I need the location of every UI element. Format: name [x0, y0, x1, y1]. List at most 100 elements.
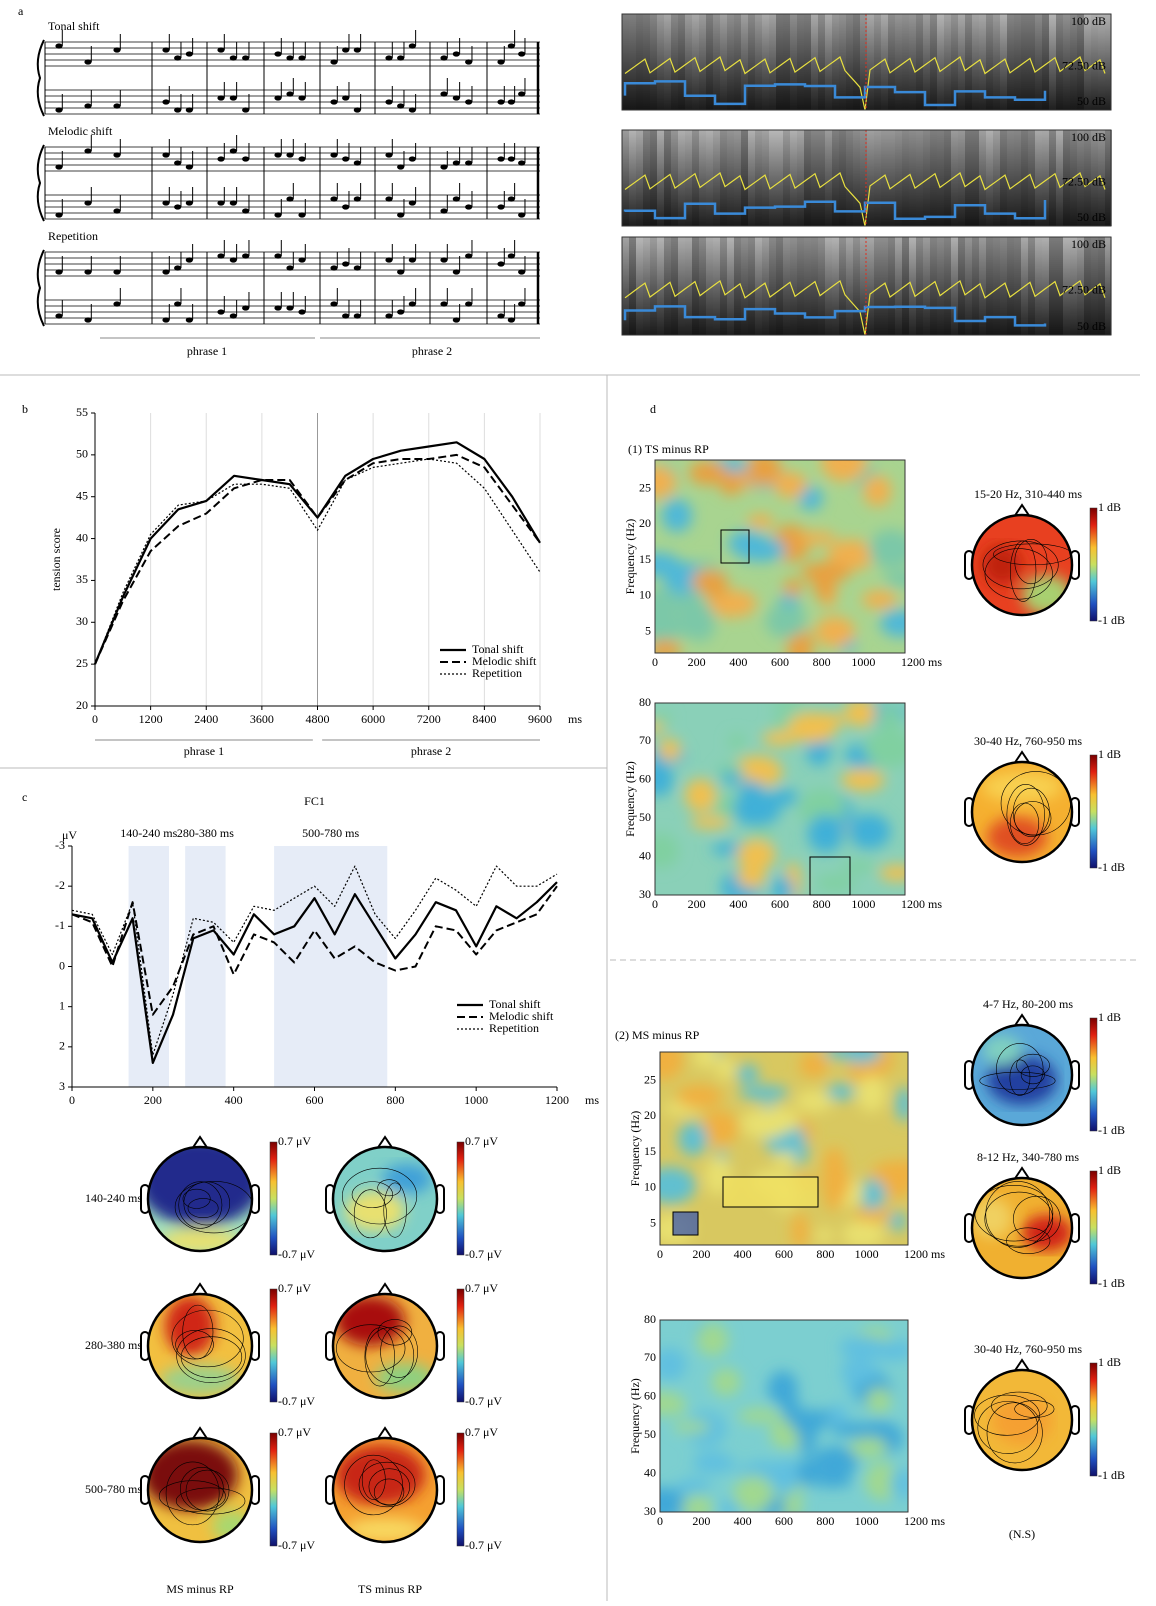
heatmap-blob [821, 444, 867, 482]
note-head [354, 107, 361, 112]
spectrogram-stripe [965, 130, 972, 226]
y-tick-label: 20 [76, 698, 88, 712]
y-tick-label: 15 [644, 1144, 656, 1158]
note-head [397, 212, 404, 217]
note-head [453, 51, 460, 56]
x-tick-label: 1200 [545, 1093, 569, 1107]
spectrogram-stripe [727, 130, 734, 226]
note-head [174, 160, 181, 165]
page: {"panel_labels":["a","b","c","d"], "pane… [0, 0, 1156, 1606]
spectrogram-stripe [650, 14, 657, 110]
x-tick-label: 7200 [417, 712, 441, 726]
note-head [497, 313, 504, 318]
note-head [286, 305, 293, 310]
note-head [397, 164, 404, 169]
db-label: 100 dB [1071, 130, 1106, 144]
note-head [342, 261, 349, 266]
note-head [84, 317, 91, 322]
note-head [440, 257, 447, 262]
colorbar-max: 1 dB [1098, 1010, 1121, 1024]
note-head [497, 156, 504, 161]
spectrogram-stripe [888, 237, 895, 335]
note-head [274, 305, 281, 310]
note-head [354, 313, 361, 318]
y-tick-label: 25 [639, 480, 651, 494]
topomap-blob [987, 817, 1047, 857]
note-head [440, 301, 447, 306]
note-head [230, 55, 237, 60]
topomap-blobs [138, 1136, 262, 1253]
colorbar-max: 0.7 μV [278, 1134, 311, 1148]
spectrogram-stripe [867, 14, 874, 110]
x-tick-label: 1000 [855, 1247, 879, 1261]
heatmap-blob [842, 1221, 885, 1249]
y-tick-label: 2 [59, 1039, 65, 1053]
note-head [286, 91, 293, 96]
note-head [508, 317, 515, 322]
spectrogram-stripe [895, 14, 902, 110]
note-head [330, 196, 337, 201]
y-tick-label: 50 [639, 810, 651, 824]
x-tick-label: 600 [771, 897, 789, 911]
note-head [354, 265, 361, 270]
colorbar-max: 1 dB [1098, 500, 1121, 514]
spectrogram-stripe [657, 237, 664, 335]
x-tick-label: 800 [386, 1093, 404, 1107]
heatmap-blob [728, 734, 745, 750]
spectrogram-stripe [916, 14, 923, 110]
spectrogram-stripe [1035, 130, 1042, 226]
db-label: 50 dB [1077, 319, 1106, 333]
note-head [84, 103, 91, 108]
roi-fill [723, 1177, 818, 1207]
note-head [242, 107, 249, 112]
heatmap-blob [662, 499, 693, 533]
note-head [55, 164, 62, 169]
spectrogram-stripe [1007, 14, 1014, 110]
spectrogram-stripe [916, 237, 923, 335]
note-head [342, 313, 349, 318]
spectrogram-stripe [797, 130, 804, 226]
note-head [508, 43, 515, 48]
spectrogram-stripe [881, 130, 888, 226]
note-head [55, 107, 62, 112]
heatmap-blob [879, 865, 915, 881]
note-head [162, 200, 169, 205]
note-head [286, 152, 293, 157]
topomap-caption: 15-20 Hz, 310-440 ms [974, 487, 1082, 501]
colorbar-max: 1 dB [1098, 1355, 1121, 1369]
note-head [274, 95, 281, 100]
colorbar [270, 1433, 277, 1546]
note-head [242, 253, 249, 258]
heatmap-blob [703, 579, 727, 599]
y-tick-label: 50 [76, 447, 88, 461]
heatmap-blob [679, 602, 696, 640]
note-head [84, 200, 91, 205]
y-axis-label: Frequency (Hz) [623, 519, 637, 595]
spectrogram-stripe [650, 237, 657, 335]
note-head [230, 257, 237, 262]
y-tick-label: 40 [639, 848, 651, 862]
y-tick-label: 30 [644, 1504, 656, 1518]
spectrogram-stripe [867, 237, 874, 335]
y-tick-label: -1 [55, 918, 65, 932]
note-head [217, 156, 224, 161]
spectrogram-stripe [769, 130, 776, 226]
x-tick-label: 400 [734, 1514, 752, 1528]
x-tick-label: 9600 [528, 712, 552, 726]
spectrogram-stripe [720, 130, 727, 226]
column-label: MS minus RP [166, 1582, 234, 1596]
window-label: 280-380 ms [177, 826, 234, 840]
heatmap-blob [676, 1085, 722, 1108]
topomap-fill [138, 1136, 262, 1253]
spectrogram-stripe [1007, 237, 1014, 335]
heatmap-blob [798, 531, 837, 544]
x-tick-label: 1200 ms [904, 1514, 945, 1528]
heatmap-fill [636, 444, 926, 667]
row-title: Melodic shift [48, 124, 113, 138]
note-head [186, 317, 193, 322]
note-head [113, 301, 120, 306]
x-tick-label: 8400 [472, 712, 496, 726]
spectrogram-stripe [797, 14, 804, 110]
topomap [965, 1015, 1079, 1125]
colorbar [1090, 1171, 1097, 1284]
